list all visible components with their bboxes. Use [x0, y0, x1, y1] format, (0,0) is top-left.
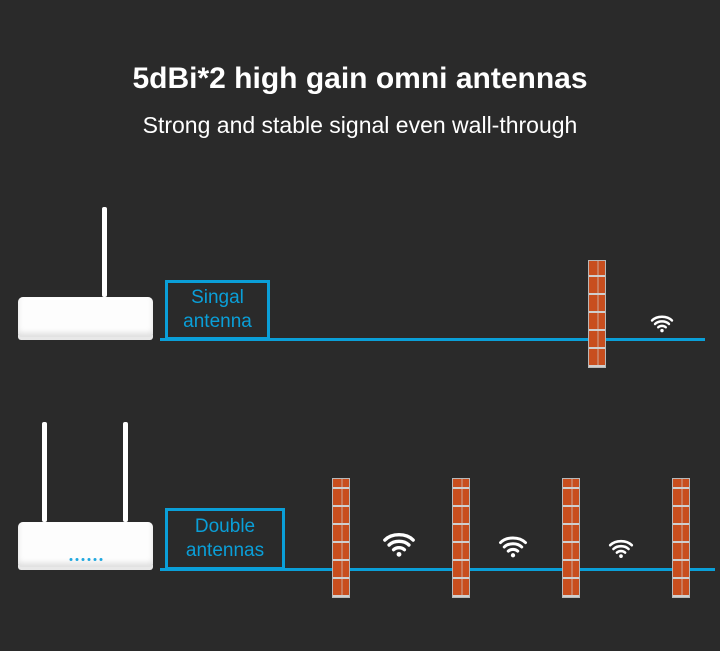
page-title: 5dBi*2 high gain omni antennas: [0, 62, 720, 96]
label-line: antenna: [168, 310, 267, 334]
label-line: Double: [168, 515, 282, 539]
wall-icon: [588, 260, 606, 368]
wifi-icon: [382, 528, 416, 562]
wall-icon: [562, 478, 580, 598]
antenna-icon: [123, 422, 128, 522]
label-line: antennas: [168, 539, 282, 563]
page-subtitle: Strong and stable signal even wall-throu…: [0, 112, 720, 139]
wifi-icon: [650, 312, 674, 336]
antenna-icon: [102, 207, 107, 297]
label-line: Singal: [168, 286, 267, 310]
wall-icon: [452, 478, 470, 598]
label-double: Double antennas: [165, 508, 285, 570]
antenna-icon: [42, 422, 47, 522]
label-single: Singal antenna: [165, 280, 270, 340]
wifi-icon: [498, 532, 528, 562]
wifi-icon: [608, 536, 634, 562]
wall-icon: [672, 478, 690, 598]
wall-icon: [332, 478, 350, 598]
